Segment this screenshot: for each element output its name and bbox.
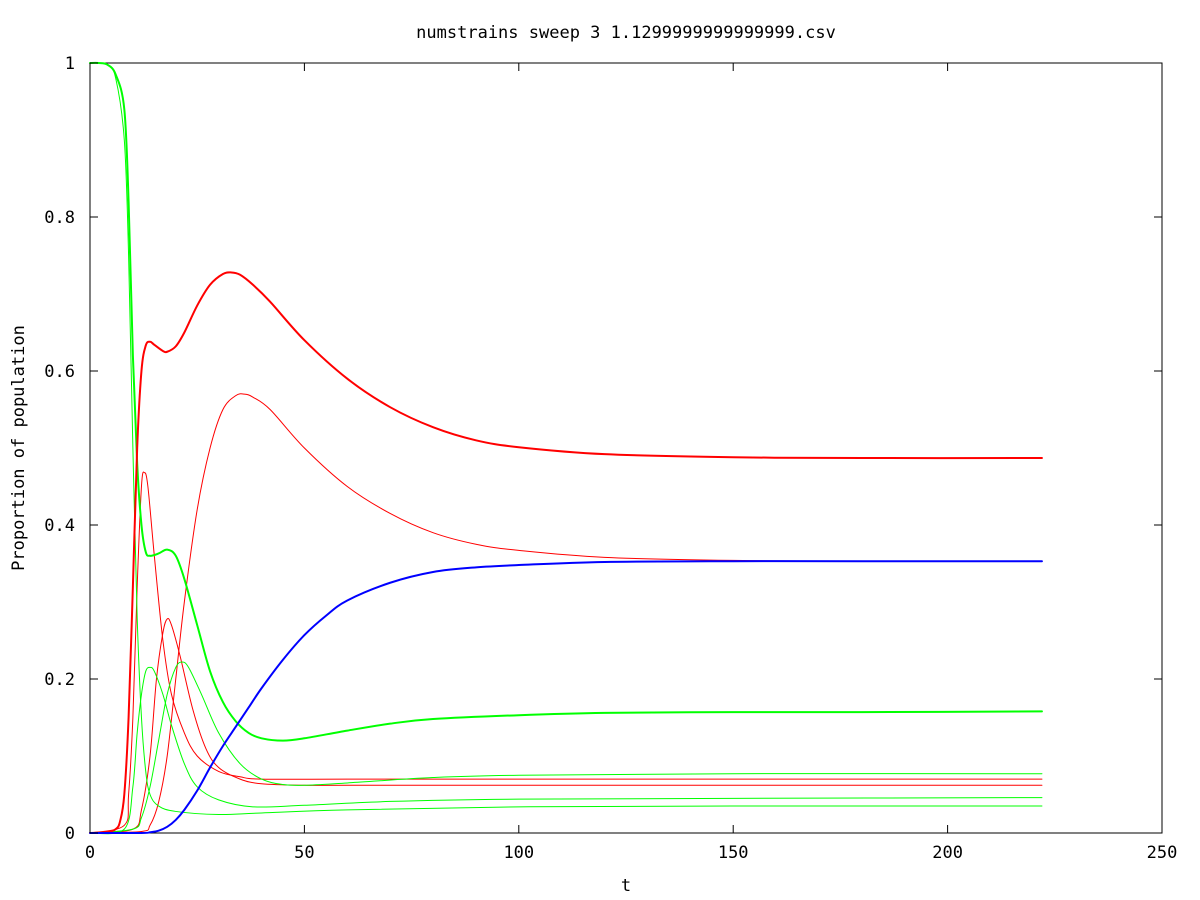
x-tick-label: 200 bbox=[932, 843, 963, 863]
chart-title: numstrains sweep 3 1.1299999999999999.cs… bbox=[416, 23, 836, 43]
series-line-susceptible-strain-b bbox=[89, 666, 1043, 835]
y-tick-label: 0 bbox=[65, 824, 75, 844]
y-tick-label: 1 bbox=[65, 54, 75, 74]
series-line-susceptible-strain-c bbox=[89, 661, 1043, 834]
axis-ticks: 0 50 100 150 200 250 0 0.2 0.4 0.6 0.8 1 bbox=[44, 54, 1177, 863]
series-line-infected-strain-1 bbox=[89, 471, 1043, 834]
plot-frame bbox=[89, 62, 1163, 834]
x-tick-label: 50 bbox=[294, 843, 314, 863]
x-axis-label: t bbox=[621, 876, 631, 896]
x-tick-label: 250 bbox=[1147, 843, 1178, 863]
x-tick-label: 100 bbox=[503, 843, 534, 863]
series-layer bbox=[89, 61, 1043, 835]
series-line-susceptible-total bbox=[89, 61, 1043, 742]
series-line-infected-total bbox=[89, 271, 1043, 834]
series-line-infected-strain-3 bbox=[89, 393, 1043, 834]
y-tick-label: 0.4 bbox=[44, 516, 75, 536]
series-line-recovered bbox=[89, 560, 1043, 835]
y-axis-label: Proportion of population bbox=[9, 325, 29, 571]
y-tick-label: 0.8 bbox=[44, 208, 75, 228]
series-line-susceptible-strain-a bbox=[89, 62, 1043, 816]
x-tick-label: 0 bbox=[85, 843, 95, 863]
y-tick-label: 0.2 bbox=[44, 670, 75, 690]
y-tick-label: 0.6 bbox=[44, 362, 75, 382]
series-line-infected-strain-2 bbox=[89, 618, 1043, 834]
x-tick-label: 150 bbox=[718, 843, 749, 863]
